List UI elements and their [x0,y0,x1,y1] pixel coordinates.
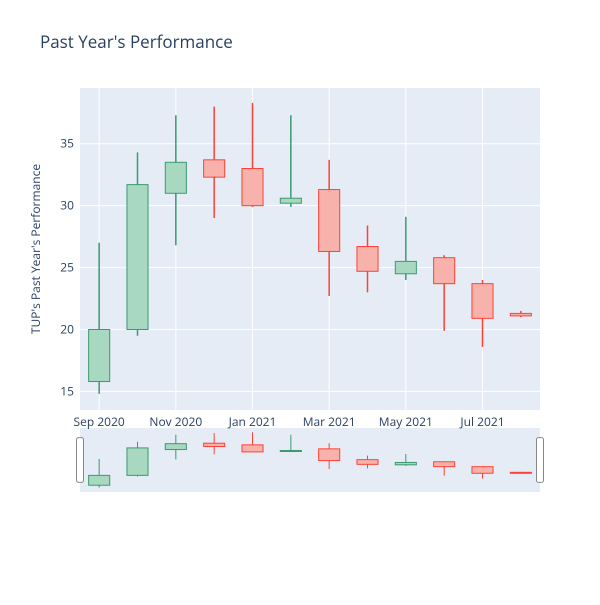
svg-text:Sep 2020: Sep 2020 [74,413,125,430]
range-handle-right[interactable] [537,438,544,483]
range-handle-left[interactable] [77,438,84,483]
svg-text:35: 35 [60,135,74,152]
svg-text:25: 25 [60,259,74,276]
svg-text:TUP's Past Year's Performance: TUP's Past Year's Performance [27,164,44,334]
chart-title: Past Year's Performance [40,30,233,53]
svg-text:Mar 2021: Mar 2021 [303,413,356,430]
svg-text:Jan 2021: Jan 2021 [228,413,277,430]
svg-text:May 2021: May 2021 [379,413,433,430]
svg-text:15: 15 [60,382,74,399]
svg-text:Jul 2021: Jul 2021 [459,413,504,430]
svg-text:20: 20 [60,321,74,338]
svg-text:30: 30 [60,197,74,214]
svg-text:Nov 2020: Nov 2020 [149,413,202,430]
candlestick-chart[interactable]: 15 20 25 30 35 Sep 2020 Nov 2020 Jan 2021 Mar 20… [0,0,600,600]
